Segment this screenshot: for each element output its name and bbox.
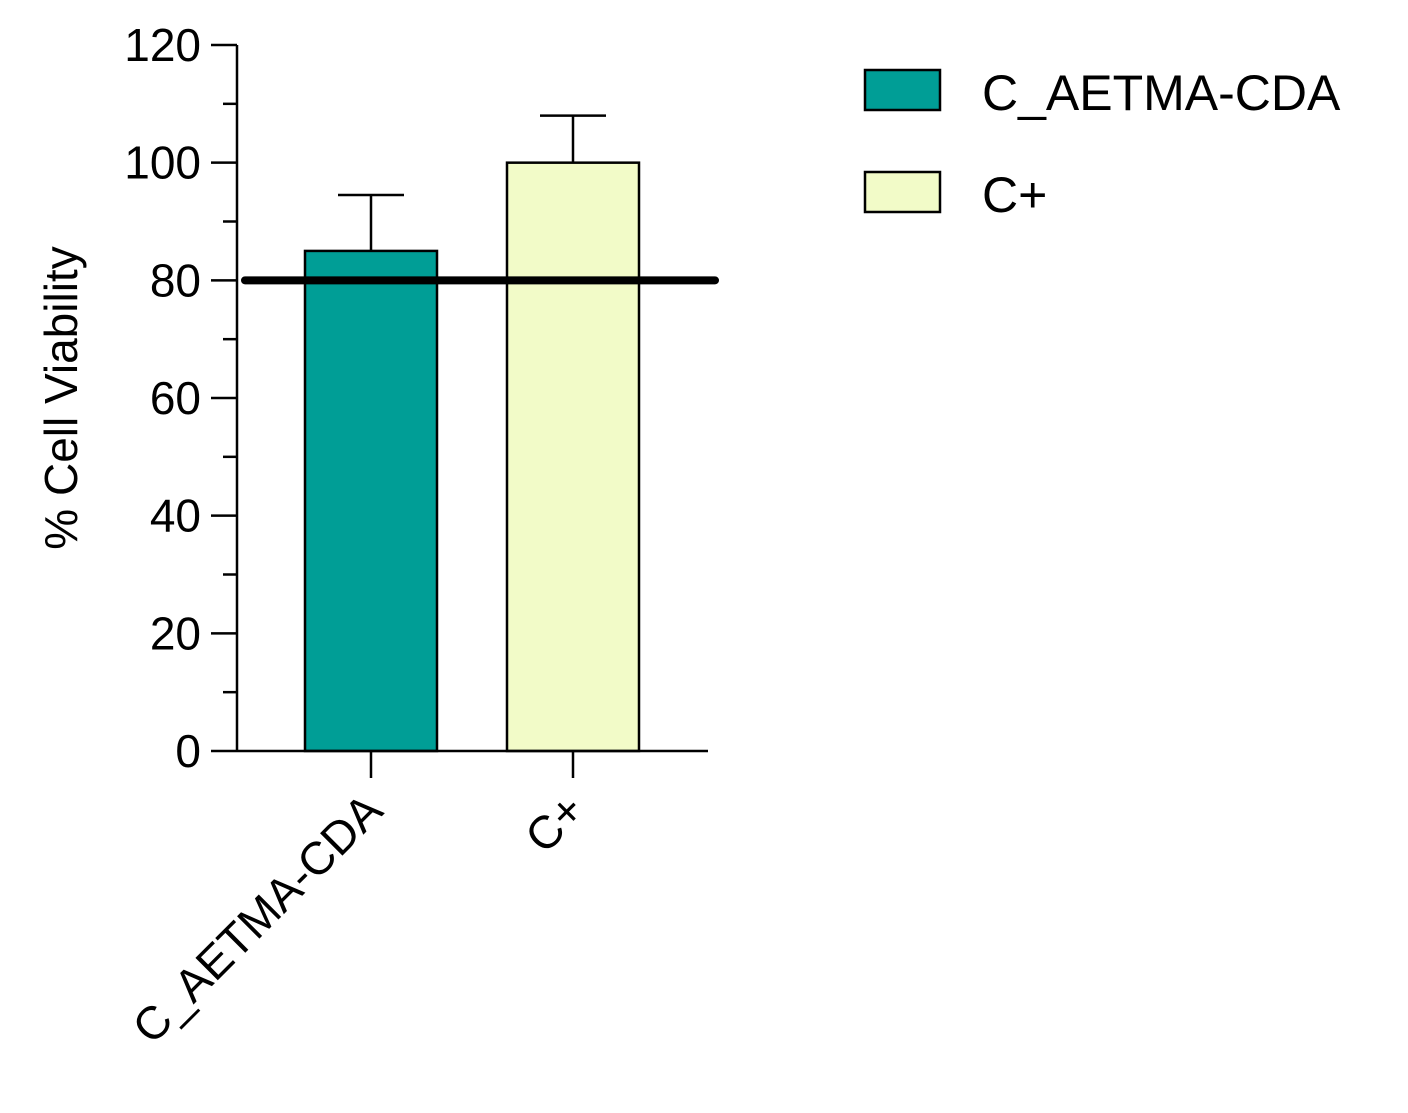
y-tick-label: 20 <box>150 607 201 659</box>
bar-c-aetma-cda <box>303 249 439 753</box>
bars <box>303 161 641 753</box>
legend: C_AETMA-CDA C+ <box>863 65 1341 223</box>
y-axis-ticks: 0 20 40 60 80 100 120 <box>124 19 237 777</box>
axes <box>235 45 708 778</box>
y-tick-label: 120 <box>124 19 201 71</box>
y-tick-label: 100 <box>124 137 201 189</box>
legend-swatch-c-aetma-cda <box>863 68 942 112</box>
x-tick-label: C+ <box>515 783 594 862</box>
legend-label-c-aetma-cda: C_AETMA-CDA <box>982 65 1341 121</box>
legend-swatch-c-plus <box>863 170 942 214</box>
y-tick-label: 40 <box>150 490 201 542</box>
y-axis-title: % Cell Viability <box>35 246 87 549</box>
legend-label-c-plus: C+ <box>982 167 1047 223</box>
y-tick-label: 60 <box>150 372 201 424</box>
error-bars <box>338 114 606 251</box>
bar-c-plus <box>505 161 641 753</box>
y-tick-label: 0 <box>175 725 201 777</box>
x-axis-labels: C_AETMA-CDA C+ <box>122 783 594 1053</box>
y-tick-label: 80 <box>150 254 201 306</box>
x-tick-label: C_AETMA-CDA <box>122 783 392 1053</box>
